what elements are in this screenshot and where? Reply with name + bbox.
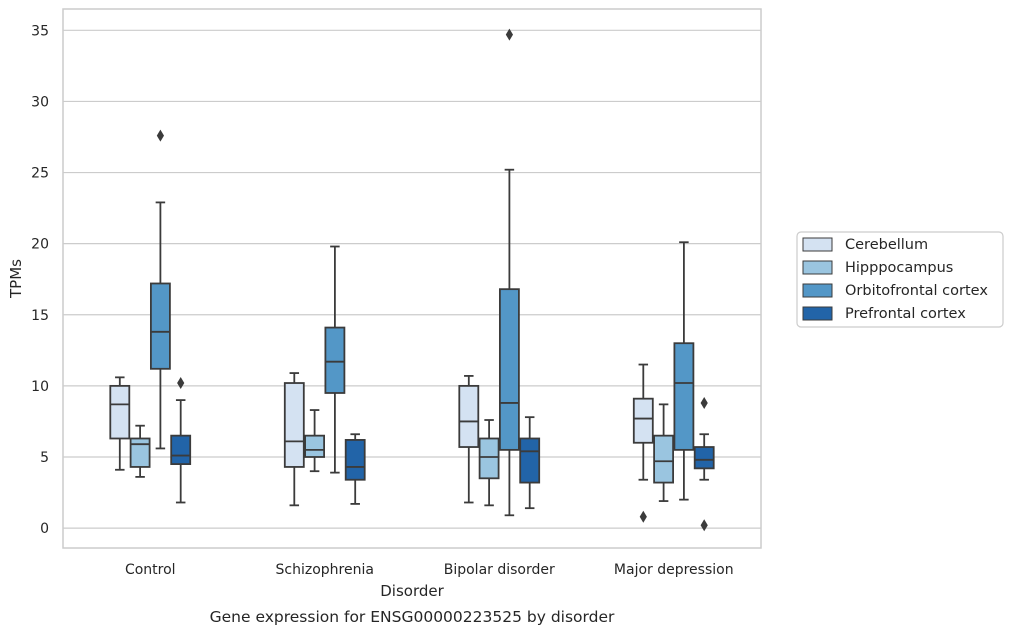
x-tick-label: Major depression (614, 562, 734, 578)
y-tick-label: 15 (31, 308, 49, 324)
box-iqr (478, 437, 500, 480)
box-item (478, 419, 500, 507)
legend-swatch (802, 306, 833, 321)
box-iqr (519, 437, 541, 484)
box-item (109, 376, 131, 471)
box-iqr (673, 342, 695, 451)
box-iqr (498, 288, 520, 451)
box-iqr (653, 434, 674, 484)
legend-item: Cerebellum (802, 237, 928, 253)
legend-swatch (802, 237, 833, 252)
series-orbitofrontal-cortex (149, 28, 695, 517)
chart-caption: Gene expression for ENSG00000223525 by d… (210, 608, 615, 626)
box-item (283, 372, 305, 507)
legend-label: Orbitofrontal cortex (845, 283, 988, 299)
box-item (632, 363, 654, 523)
box-item (498, 28, 520, 517)
legend-item: Orbitofrontal cortex (802, 283, 988, 299)
x-tick-label: Control (125, 562, 176, 578)
legend-swatch (802, 283, 833, 298)
y-tick-label: 5 (40, 450, 49, 466)
box-item (344, 433, 366, 505)
series-cerebellum (109, 363, 654, 523)
axis-ticks: 0 5 10 15 20 25 30 35 Control Schizophrenia Bipola… (31, 23, 733, 578)
y-tick-label: 35 (31, 23, 49, 39)
legend-item: Prefrontal cortex (802, 306, 966, 322)
outlier-point (700, 519, 708, 532)
legend-item: Hipppocampus (802, 260, 953, 276)
box-item (653, 403, 674, 502)
box-iqr (149, 282, 171, 370)
outlier-point (156, 129, 164, 142)
box-iqr (693, 446, 715, 470)
legend-label: Prefrontal cortex (845, 306, 966, 322)
outlier-point (505, 28, 513, 41)
box-item (170, 377, 192, 504)
box-iqr (170, 434, 192, 465)
x-tick-label: Schizophrenia (276, 562, 374, 578)
box-iqr (458, 384, 480, 448)
plot-frame (62, 8, 762, 549)
legend-label: Hipppocampus (845, 260, 953, 276)
series-prefrontal-cortex (170, 377, 715, 532)
box-iqr (344, 439, 366, 481)
outlier-point (700, 396, 708, 409)
y-tick-label: 30 (31, 94, 49, 110)
x-axis-label: Disorder (380, 582, 444, 600)
outlier-point (177, 377, 185, 390)
y-tick-label: 0 (40, 521, 49, 537)
box-item (324, 245, 346, 474)
y-tick-label: 25 (31, 166, 49, 182)
box-item (458, 375, 480, 504)
box-iqr (304, 434, 326, 458)
legend-swatch (802, 260, 833, 275)
y-tick-label: 20 (31, 237, 49, 253)
legend-frame (796, 231, 1004, 328)
legend: Cerebellum Hipppocampus Orbitofrontal cort… (796, 231, 1004, 328)
box-item (304, 409, 326, 473)
box-iqr (283, 382, 305, 468)
legend-label: Cerebellum (845, 237, 928, 253)
x-tick-label: Bipolar disorder (444, 562, 555, 578)
box-iqr (129, 437, 151, 468)
box-iqr (324, 326, 346, 394)
box-plot-series (109, 28, 715, 532)
box-item (693, 396, 715, 532)
box-item (149, 129, 171, 450)
box-item (673, 241, 695, 501)
y-tick-label: 10 (31, 379, 49, 395)
box-item (519, 416, 541, 510)
box-item (129, 424, 151, 478)
box-iqr (632, 397, 654, 444)
series-hipppocampus (129, 403, 674, 507)
box-iqr (109, 384, 131, 440)
y-axis-label: TPMs (7, 259, 25, 299)
outlier-point (639, 510, 647, 523)
